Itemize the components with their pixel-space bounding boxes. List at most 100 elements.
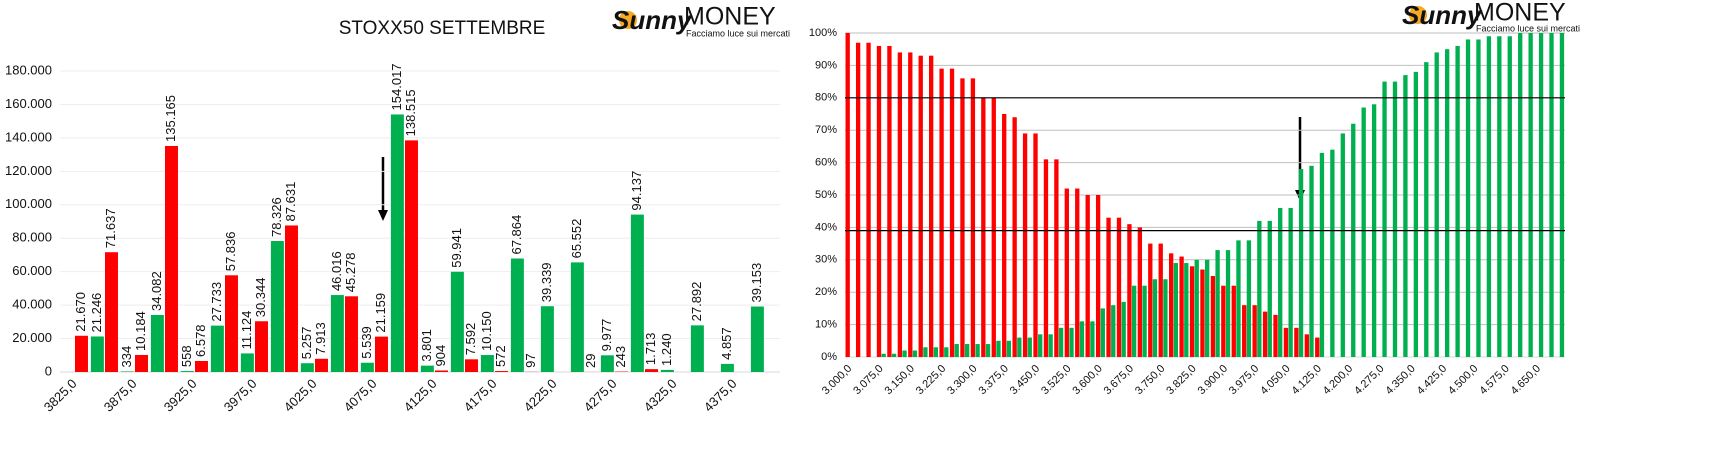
bar xyxy=(1273,314,1278,357)
bar xyxy=(1100,308,1105,357)
bar xyxy=(985,344,991,357)
data-label: 138.515 xyxy=(403,89,418,136)
y-tick-label: 0 xyxy=(45,363,52,378)
data-label: 135.165 xyxy=(163,95,178,142)
y-tick-label: 120.000 xyxy=(5,163,52,178)
x-tick-label: 4.275,0 xyxy=(1352,363,1386,397)
logo: Sunny MONEY Facciamo luce sui mercati xyxy=(612,3,790,39)
bar xyxy=(1413,71,1419,357)
bar xyxy=(1111,305,1116,357)
bar xyxy=(1038,334,1043,357)
y-tick-label: 90% xyxy=(815,59,837,71)
bar xyxy=(225,275,238,372)
bar xyxy=(105,252,118,372)
bar xyxy=(1309,165,1314,357)
bar xyxy=(1242,305,1247,357)
bar xyxy=(1304,334,1309,357)
bar xyxy=(1169,253,1174,357)
bar xyxy=(1095,195,1101,357)
bar xyxy=(1106,217,1111,357)
bar xyxy=(1257,220,1262,357)
bar xyxy=(1090,321,1095,357)
bar xyxy=(345,296,358,372)
bar xyxy=(1507,36,1512,358)
bar xyxy=(1184,263,1189,357)
bar xyxy=(1142,285,1147,357)
arrow-head xyxy=(378,210,388,221)
bar xyxy=(1002,114,1007,357)
bar xyxy=(270,241,284,372)
x-tick-label: 3.900,0 xyxy=(1196,363,1230,397)
data-label: 57.836 xyxy=(223,232,238,272)
y-tick-label: 10% xyxy=(815,319,837,331)
bar xyxy=(1058,327,1064,357)
y-tick-label: 100.000 xyxy=(5,196,52,211)
x-tick-label: 4325,0 xyxy=(641,376,680,415)
y-tick-label: 20% xyxy=(815,286,837,298)
bar xyxy=(1497,36,1502,358)
bar xyxy=(1022,133,1028,357)
bar xyxy=(1538,33,1544,357)
x-tick-label: 3.750,0 xyxy=(1133,363,1167,397)
bar xyxy=(1267,220,1272,357)
data-label: 94.137 xyxy=(629,171,644,211)
bar xyxy=(975,344,980,357)
bar xyxy=(1006,340,1012,357)
data-label: 30.344 xyxy=(253,277,268,317)
data-label: 59.941 xyxy=(449,228,464,268)
bar xyxy=(1215,250,1220,357)
x-tick-label: 4.125,0 xyxy=(1290,363,1324,397)
bar xyxy=(1315,337,1320,357)
x-tick-label: 4125,0 xyxy=(401,376,440,415)
bar xyxy=(1221,285,1226,357)
bar xyxy=(150,315,164,372)
bar xyxy=(855,42,861,357)
data-label: 21.246 xyxy=(89,293,104,333)
bar xyxy=(600,355,614,372)
y-tick-label: 0% xyxy=(821,351,837,363)
data-label: 27.892 xyxy=(689,282,704,322)
bar xyxy=(933,347,939,357)
bar xyxy=(960,78,965,358)
y-tick-label: 60% xyxy=(815,157,837,169)
x-tick-label: 4275,0 xyxy=(581,376,620,415)
y-tick-label: 80% xyxy=(815,92,837,104)
x-tick-label: 4.200,0 xyxy=(1321,363,1355,397)
bar xyxy=(923,347,928,357)
data-label: 334 xyxy=(119,346,134,368)
y-tick-label: 160.000 xyxy=(5,96,52,111)
x-tick-label: 4.350,0 xyxy=(1383,363,1417,397)
data-label: 39.153 xyxy=(749,263,764,303)
bar xyxy=(1189,266,1195,357)
data-label: 5.257 xyxy=(299,327,314,360)
bar xyxy=(891,353,897,357)
arrow xyxy=(378,157,388,221)
x-tick-label: 3.975,0 xyxy=(1227,363,1261,397)
x-tick-label: 3825,0 xyxy=(41,376,80,415)
bar xyxy=(1152,279,1158,357)
bar xyxy=(495,371,508,372)
bar xyxy=(330,295,344,372)
bar xyxy=(1528,33,1533,357)
bar xyxy=(1127,224,1132,357)
y-tick-label: 30% xyxy=(815,254,837,266)
bar xyxy=(1064,188,1069,357)
bar xyxy=(390,114,404,373)
bar xyxy=(450,271,464,372)
data-label: 11.124 xyxy=(239,311,254,350)
x-tick-label: 4.425,0 xyxy=(1415,363,1449,397)
bar xyxy=(75,335,88,372)
bar xyxy=(881,353,886,357)
data-label: 65.552 xyxy=(569,219,584,259)
x-tick-label: 4175,0 xyxy=(461,376,500,415)
data-label: 67.864 xyxy=(509,215,524,255)
logo: Sunny MONEY Facciamo luce sui mercati xyxy=(1402,0,1580,33)
bar xyxy=(570,262,584,372)
bar xyxy=(1455,45,1460,358)
bar xyxy=(1351,123,1356,357)
data-label: 21.159 xyxy=(373,293,388,333)
bar xyxy=(1194,259,1199,357)
bar xyxy=(912,350,918,357)
data-label: 154.017 xyxy=(389,63,404,110)
